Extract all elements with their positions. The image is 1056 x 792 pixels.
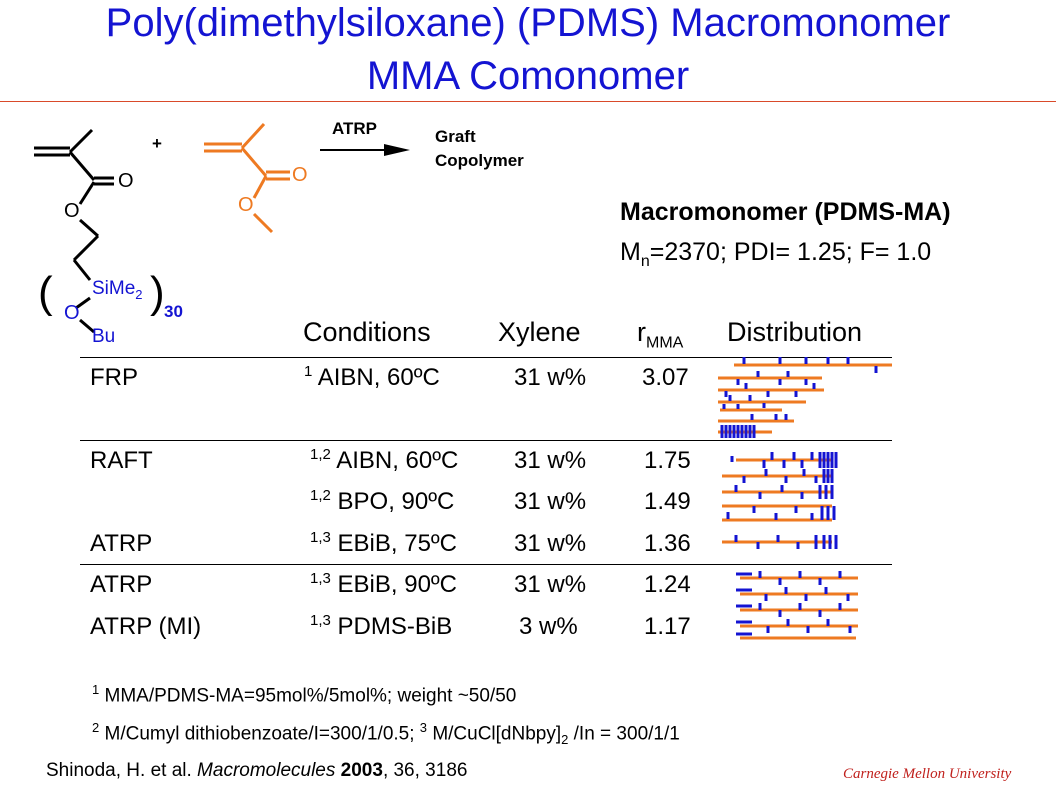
row3-r-mma: 1.49 bbox=[644, 488, 691, 515]
product-label-line2: Copolymer bbox=[435, 151, 524, 170]
reaction-scheme-drawing bbox=[34, 122, 410, 334]
row6-xylene: 3 w% bbox=[519, 613, 578, 640]
title-rule bbox=[0, 101, 1056, 102]
row3-conditions: 1,2 BPO, 90ºC bbox=[310, 487, 455, 515]
row5-method: ATRP bbox=[90, 571, 153, 598]
row4-r-mma: 1.36 bbox=[644, 530, 691, 557]
silicon-label: SiMe2 bbox=[92, 278, 143, 302]
header-r-mma: rMMA bbox=[637, 317, 684, 352]
row1-xylene: 31 w% bbox=[514, 364, 587, 391]
chain-o: O bbox=[64, 302, 80, 324]
reaction-arrow bbox=[320, 144, 410, 156]
arrow-label: ATRP bbox=[332, 119, 378, 138]
header-distribution: Distribution bbox=[727, 317, 863, 347]
citation: Shinoda, H. et al. Macromolecules 2003, … bbox=[46, 760, 468, 781]
macromonomer-skeleton bbox=[34, 128, 114, 334]
row6-r-mma: 1.17 bbox=[644, 613, 691, 640]
macromonomer-carbonyl-o: O bbox=[118, 170, 134, 192]
plus-sign: + bbox=[152, 134, 162, 153]
repeat-paren-close: ) bbox=[150, 268, 165, 317]
distribution-schematics bbox=[718, 357, 892, 640]
end-group-label: Bu bbox=[92, 326, 116, 347]
macromonomer-ester-o: O bbox=[64, 200, 80, 222]
repeat-paren-open: ( bbox=[38, 268, 53, 317]
repeat-count: 30 bbox=[164, 302, 183, 321]
row6-method: ATRP (MI) bbox=[90, 613, 202, 640]
row5-r-mma: 1.24 bbox=[644, 571, 691, 598]
row1-method: FRP bbox=[90, 364, 138, 391]
row5-conditions: 1,3 EBiB, 90ºC bbox=[310, 570, 458, 598]
footer-brand: Carnegie Mellon University bbox=[843, 766, 1012, 782]
product-label-line1: Graft bbox=[435, 127, 476, 146]
row1-conditions: 1 AIBN, 60ºC bbox=[304, 363, 440, 391]
slide-title-line1: Poly(dimethylsiloxane) (PDMS) Macromonom… bbox=[105, 1, 951, 45]
row3-xylene: 31 w% bbox=[514, 488, 587, 515]
distribution-frp bbox=[718, 357, 892, 438]
mma-ester-o: O bbox=[238, 194, 254, 216]
row6-conditions: 1,3 PDMS-BiB bbox=[310, 612, 453, 640]
row1-r-mma: 3.07 bbox=[642, 364, 689, 391]
header-conditions: Conditions bbox=[303, 317, 431, 347]
row4-xylene: 31 w% bbox=[514, 530, 587, 557]
macromonomer-properties: Mn=2370; PDI= 1.25; F= 1.0 bbox=[620, 238, 932, 270]
mma-skeleton bbox=[204, 122, 290, 234]
row2-method: RAFT bbox=[90, 447, 153, 474]
row2-r-mma: 1.75 bbox=[644, 447, 691, 474]
distribution-uniform bbox=[736, 571, 858, 640]
footnote-2-3: 2 M/Cumyl dithiobenzoate/I=300/1/0.5; 3 … bbox=[92, 720, 680, 748]
distribution-gradient bbox=[722, 452, 838, 549]
macromonomer-name: Macromonomer (PDMS-MA) bbox=[620, 198, 951, 226]
row4-conditions: 1,3 EBiB, 75ºC bbox=[310, 529, 458, 557]
footnote-1: 1 MMA/PDMS-MA=95mol%/5mol%; weight ~50/5… bbox=[92, 682, 517, 707]
row5-xylene: 31 w% bbox=[514, 571, 587, 598]
table-divider-mid2 bbox=[80, 564, 892, 565]
slide-title-line2: MMA Comonomer bbox=[366, 54, 690, 98]
table-divider-mid1 bbox=[80, 440, 892, 441]
table-divider-top bbox=[80, 357, 892, 358]
row4-method: ATRP bbox=[90, 530, 153, 557]
row2-xylene: 31 w% bbox=[514, 447, 587, 474]
row2-conditions: 1,2 AIBN, 60ºC bbox=[310, 446, 459, 474]
header-xylene: Xylene bbox=[498, 317, 581, 347]
mma-carbonyl-o: O bbox=[292, 164, 308, 186]
